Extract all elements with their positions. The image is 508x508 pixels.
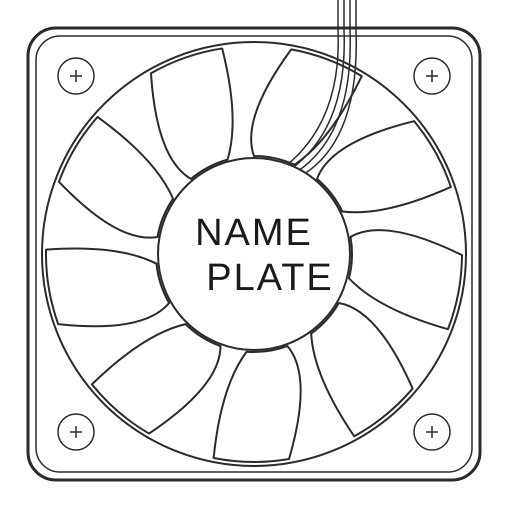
mounting-screw: [58, 58, 94, 94]
mounting-screw: [414, 414, 450, 450]
fan-diagram: NAMEPLATE: [0, 0, 508, 508]
hub-label-line2: PLATE: [206, 257, 334, 299]
hub-label-line1: NAME: [195, 212, 313, 254]
mounting-screw: [58, 414, 94, 450]
mounting-screw: [414, 58, 450, 94]
fan-blade: [46, 249, 169, 327]
fan-hub: [158, 158, 350, 350]
